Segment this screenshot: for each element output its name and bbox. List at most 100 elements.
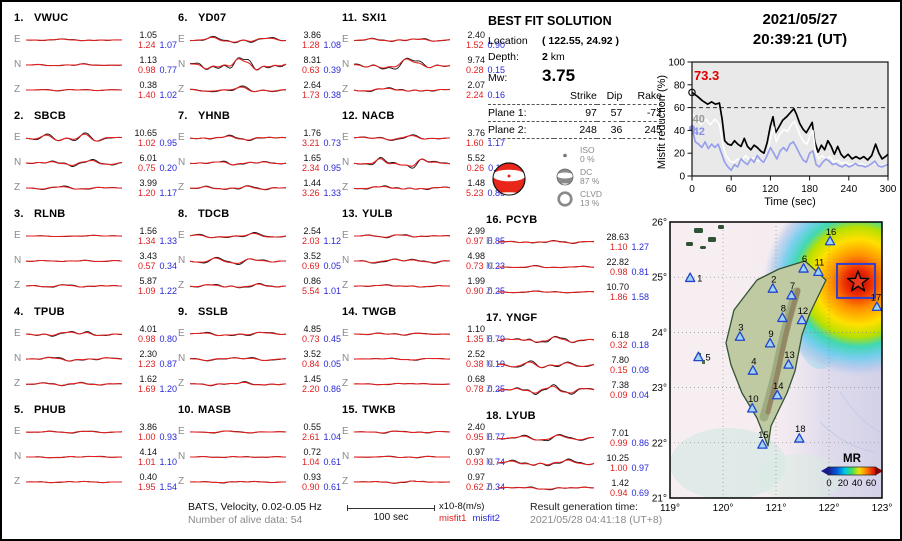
waveform-trace — [189, 331, 287, 336]
misfit2-value: 0.23 — [487, 260, 505, 271]
mw-row: Mw: 3.75 — [488, 67, 662, 84]
waveform-row: N 2.30 1.23 0.87 — [14, 346, 177, 371]
misfit1-value: 1.23 — [137, 358, 156, 369]
misfit-values: 1.34 1.33 — [125, 236, 177, 246]
channel-label: N — [342, 59, 350, 70]
channel-label: N — [486, 261, 494, 272]
waveform-trace — [25, 88, 123, 91]
waveform-values: 5.87 1.09 1.22 — [125, 276, 177, 296]
rake-header: Rake — [637, 90, 662, 102]
channel-label: Z — [342, 476, 349, 487]
lat-label: 24° — [652, 328, 667, 339]
misfit1-value: 0.93 — [465, 456, 484, 467]
waveform-trace — [497, 458, 595, 466]
misfit-values: 1.20 1.17 — [125, 188, 177, 198]
map-station-number: 7 — [790, 281, 795, 292]
station-name: PCYB — [506, 214, 538, 226]
observed-trace — [353, 156, 451, 169]
waveform-values: 4.85 0.73 0.45 — [289, 324, 341, 344]
map-station-triangle — [813, 266, 824, 277]
channel-label: Z — [178, 84, 185, 95]
waveform-row: Z 0.97 0.62 0.34 — [342, 469, 505, 494]
lon-label: 119° — [660, 503, 680, 514]
depth-unit: km — [550, 51, 565, 63]
misfit1-value: 2.24 — [465, 89, 484, 100]
lat-label: 26° — [652, 218, 667, 229]
observed-trace — [189, 56, 287, 70]
data-description: BATS, Velocity, 0.02-0.05 Hz Number of a… — [188, 501, 322, 527]
synthetic-trace — [189, 232, 287, 238]
waveform-row: N 3.52 0.84 0.05 — [178, 346, 341, 371]
series-low — [691, 127, 889, 172]
channel-label: N — [342, 157, 350, 168]
channel-label: Z — [14, 378, 21, 389]
misfit2-value: 0.86 — [487, 187, 505, 198]
amplitude-value: 5.87 — [139, 275, 157, 286]
waveform-trace — [25, 283, 123, 288]
station-heading: 13. YULB — [342, 208, 504, 220]
waveform-trace — [189, 256, 287, 265]
synthetic-trace — [190, 356, 287, 361]
misfit-values: 0.98 0.77 — [125, 65, 177, 75]
misfit1-value: 3.26 — [301, 187, 320, 198]
map-station-number: 4 — [751, 356, 756, 367]
amplitude-value: 6.01 — [139, 152, 157, 163]
synthetic-trace — [189, 134, 287, 141]
waveform-values: 1.48 5.23 0.86 — [453, 178, 505, 198]
misfit-values: 2.24 0.16 — [453, 90, 505, 100]
waveform-values: 9.74 0.28 0.15 — [453, 55, 505, 75]
amplitude-value: 1.05 — [139, 29, 157, 40]
station-number: 2. — [14, 110, 24, 122]
synthetic-trace — [353, 134, 450, 140]
waveform-row: E 3.86 1.28 1.08 — [178, 27, 341, 52]
waveform-row: N 6.01 0.75 0.20 — [14, 150, 177, 175]
waveform-row: N 7.80 0.15 0.08 — [486, 352, 649, 377]
amplitude-value: 7.80 — [611, 354, 629, 365]
x-tick-label: 180 — [801, 184, 818, 195]
misfit-values: 0.57 0.34 — [125, 261, 177, 271]
amplitude-value: 7.01 — [611, 427, 629, 438]
focal-mechanism-beachball — [492, 161, 526, 196]
plane2-strike: 248 — [579, 124, 597, 136]
station-name: TWGB — [362, 306, 397, 318]
waveform-row: E 2.40 0.95 0.77 — [342, 419, 505, 444]
misfit-values: 1.28 1.08 — [289, 40, 341, 50]
synthetic-trace — [190, 85, 286, 92]
channel-label: E — [14, 34, 21, 45]
channel-label: Z — [14, 280, 21, 291]
misfit-values: 1.52 0.90 — [453, 40, 505, 50]
station-heading: 5. PHUB — [14, 404, 176, 416]
misfit-values: 1.04 0.61 — [289, 457, 341, 467]
waveform-row: Z 7.38 0.09 0.04 — [486, 377, 649, 402]
y-tick-label: 80 — [674, 80, 686, 91]
misfit1-value: 0.94 — [609, 487, 628, 498]
misfit-values: 0.75 0.20 — [125, 163, 177, 173]
channel-label: E — [14, 426, 21, 437]
channel-label: E — [342, 132, 349, 143]
location-label: Location — [488, 35, 528, 47]
waveform-row: N 8.31 0.63 0.39 — [178, 52, 341, 77]
waveform-trace — [25, 381, 123, 386]
y-tick-label: 100 — [668, 58, 685, 69]
misfit-values: 0.94 0.69 — [597, 488, 649, 498]
waveform-row: E 4.85 0.73 0.45 — [178, 321, 341, 346]
amplitude-value: 10.65 — [134, 127, 157, 138]
misfit-values: 0.95 0.77 — [453, 432, 505, 442]
synthetic-trace — [26, 159, 123, 166]
amplitude-value: 4.14 — [139, 446, 157, 457]
bathymetry-contour — [839, 391, 881, 433]
misfit2-value: 0.81 — [631, 266, 649, 277]
waveform-trace — [25, 356, 123, 362]
channel-label: N — [486, 457, 494, 468]
waveform-trace — [497, 239, 595, 244]
synthetic-trace — [189, 256, 287, 264]
y-axis-label: Misfit reduction (%) — [656, 75, 668, 169]
map-station-number: 9 — [768, 329, 773, 340]
channel-label: N — [342, 451, 350, 462]
waveform-trace — [25, 480, 122, 483]
waveform-row: N 10.25 1.00 0.97 — [486, 450, 649, 475]
channel-label: N — [14, 353, 22, 364]
misfit1-value: 0.97 — [465, 235, 484, 246]
waveform-trace — [189, 35, 287, 43]
station-number: 3. — [14, 208, 24, 220]
